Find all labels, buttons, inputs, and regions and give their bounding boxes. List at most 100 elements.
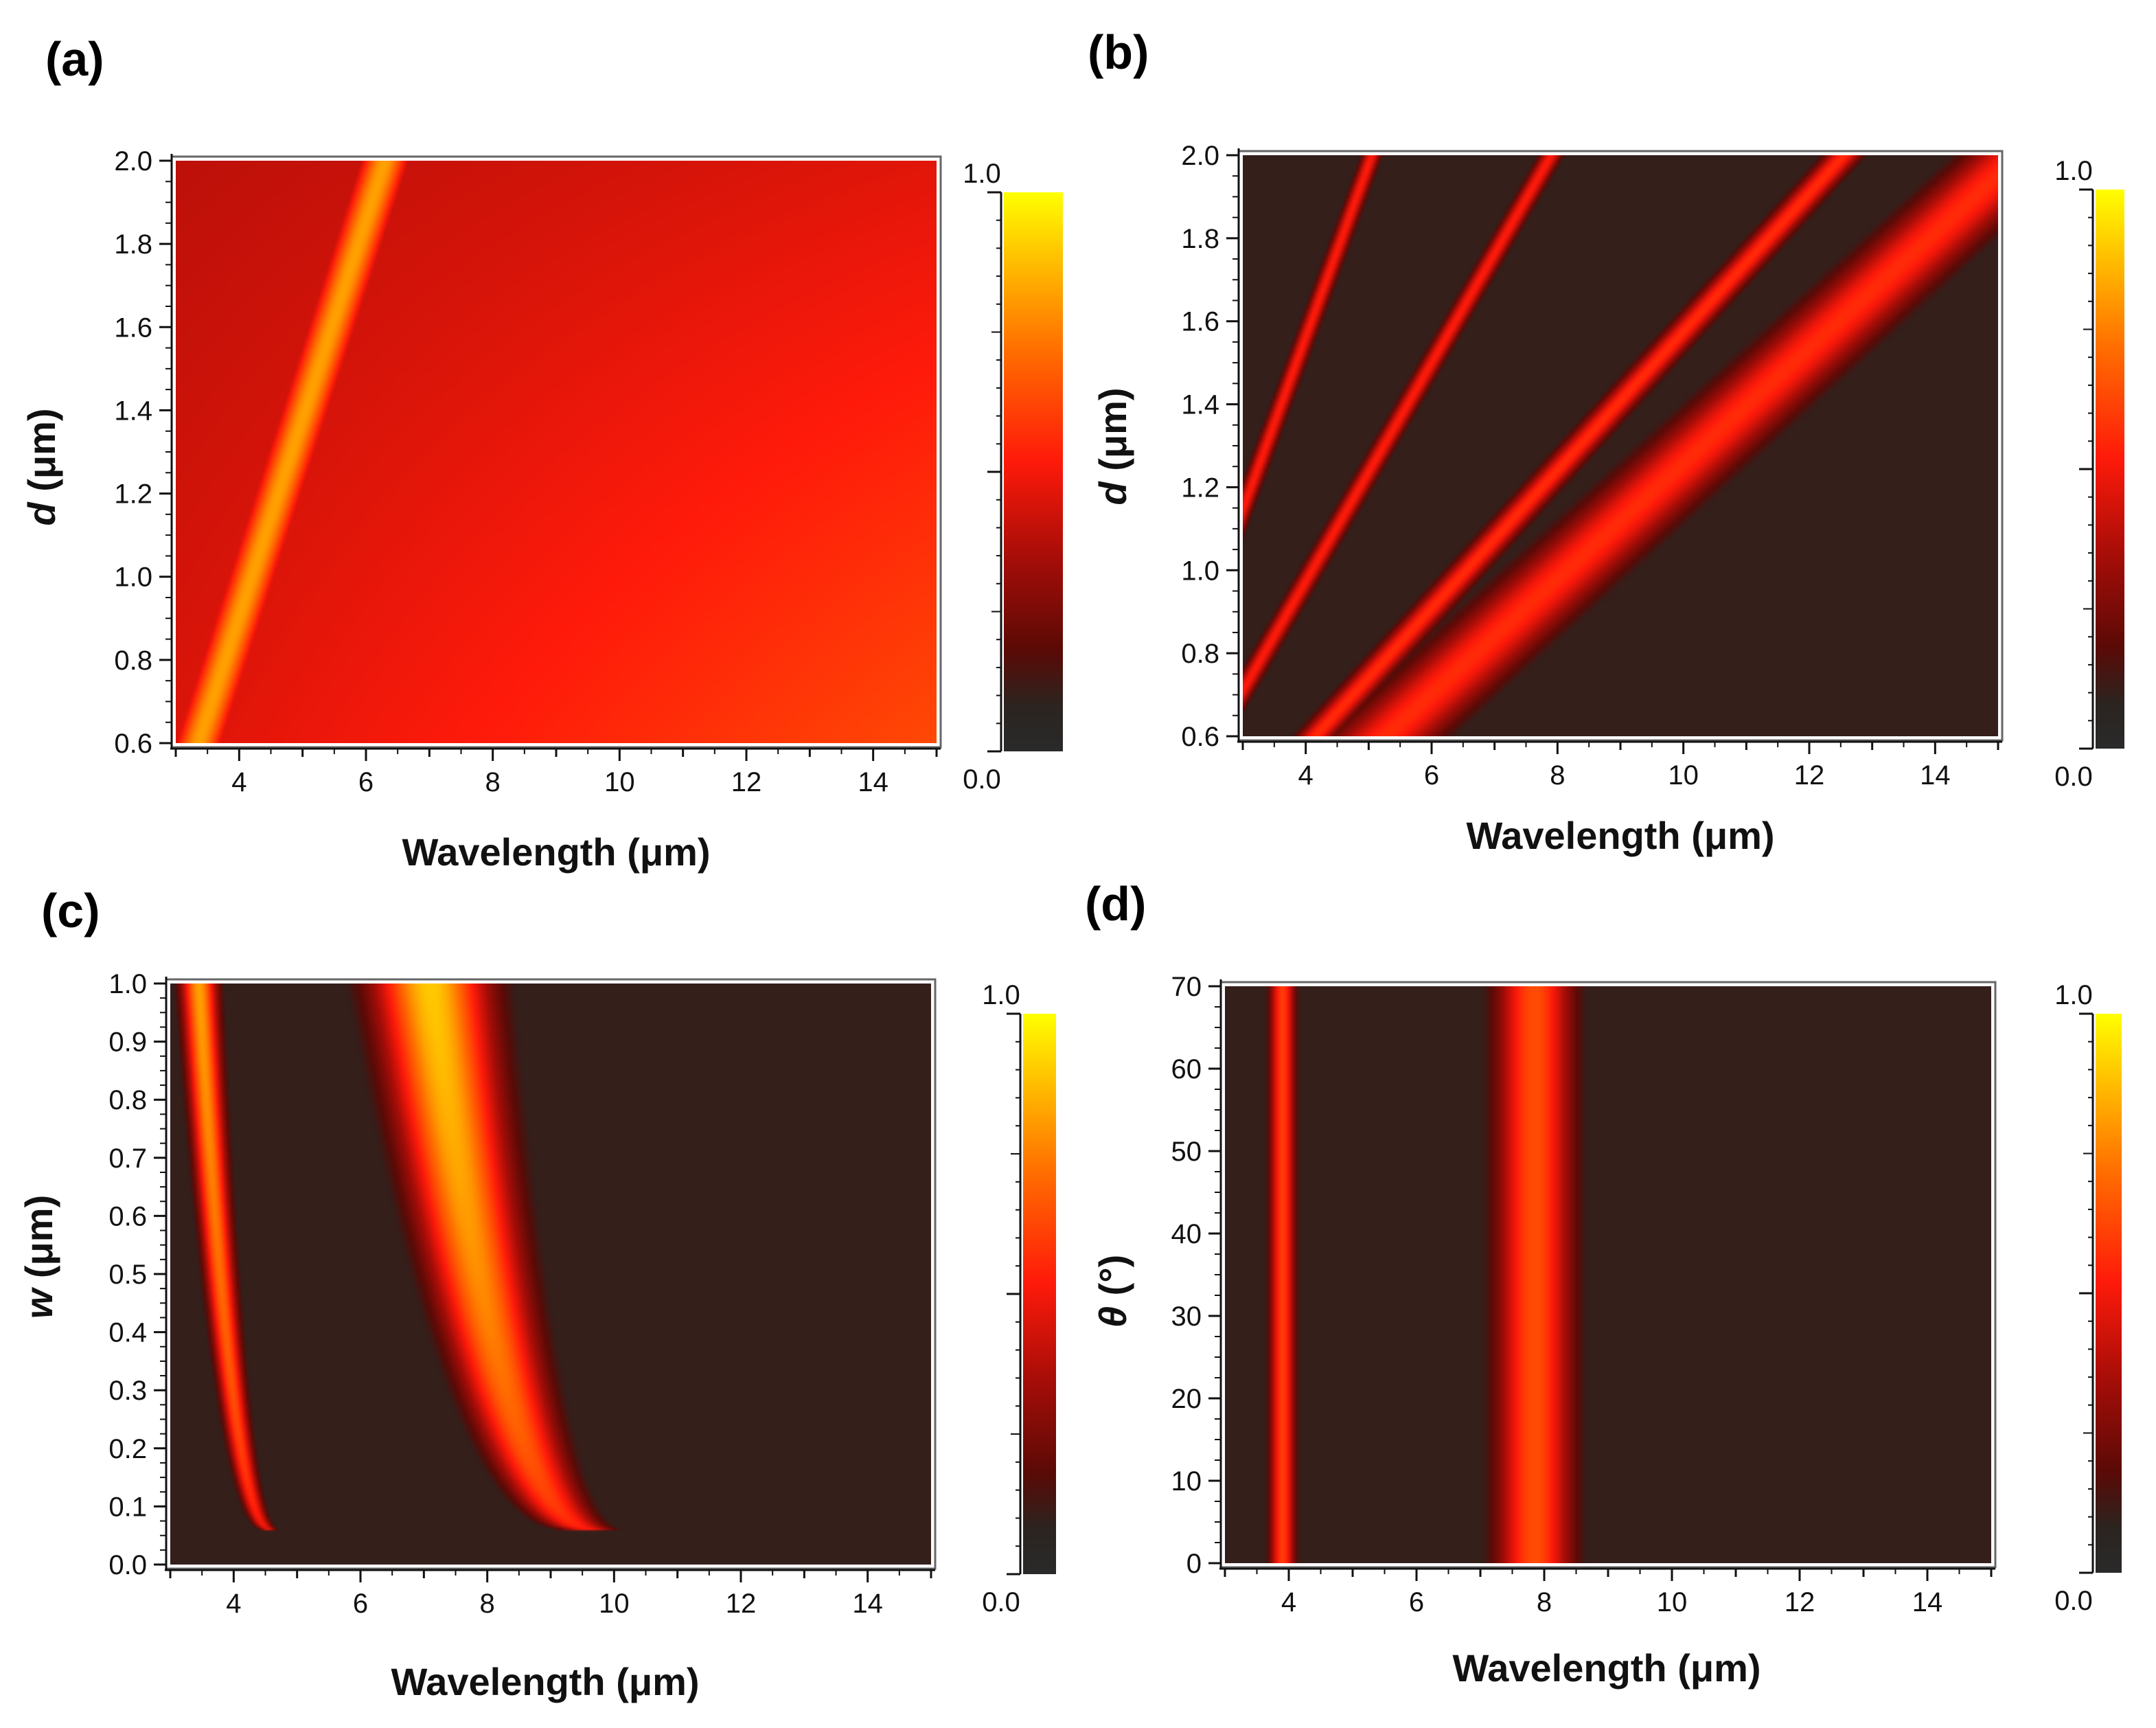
y-axis-symbol-d: θ [1091,1306,1134,1328]
y-tick-label: 20 [1171,1384,1202,1414]
x-tick-label: 10 [599,1589,630,1619]
y-axis-unit-d: (°) [1091,1255,1134,1306]
y-tick-label: 2.0 [1181,141,1219,171]
x-axis-title-d: Wavelength (μm) [1452,1646,1761,1690]
x-tick-label: 4 [226,1589,241,1619]
y-tick-label: 2.0 [114,146,152,177]
y-tick-label: 0.6 [114,729,152,759]
y-tick-label: 0.8 [114,646,152,676]
colorbar-max-label-a: 1.0 [963,159,1001,189]
colorbar-max-label-c: 1.0 [982,980,1020,1010]
y-tick-label: 0.5 [108,1260,147,1290]
y-axis-unit-a: (μm) [20,408,63,502]
x-tick-label: 8 [480,1589,495,1619]
y-tick-label: 0.0 [108,1550,147,1580]
y-tick-label: 1.0 [108,969,147,999]
panel-label-c: (c) [41,884,100,937]
y-tick-label: 0.4 [108,1318,147,1348]
y-tick-label: 1.2 [114,479,152,510]
colorbar-min-label-c: 0.0 [982,1587,1020,1617]
x-tick-label: 14 [1912,1587,1943,1617]
y-axis-unit-c: (μm) [17,1195,60,1289]
y-tick-label: 40 [1171,1219,1202,1249]
y-axis-title-b: d (μm) [1091,387,1134,505]
colorbar-c: 1.0 0.0 [982,980,1056,1617]
colorbar-d: 1.0 0.0 [2054,980,2122,1616]
panel-label-b: (b) [1088,25,1149,79]
x-tick-label: 14 [852,1589,883,1619]
x-tick-label: 12 [726,1589,757,1619]
y-tick-label: 30 [1171,1301,1202,1332]
x-axis-title-c: Wavelength (μm) [391,1660,699,1703]
x-tick-label: 10 [604,767,635,797]
y-tick-label: 0.2 [108,1434,147,1464]
x-tick-label: 8 [1537,1587,1552,1617]
y-axis-title-c: w (μm) [17,1195,60,1319]
colorbar-gradient-a [1004,192,1063,751]
y-tick-label: 1.2 [1181,473,1219,503]
y-tick-label: 1.6 [1181,307,1219,337]
y-tick-label: 0.3 [108,1376,147,1406]
x-tick-label: 10 [1668,760,1699,791]
colorbar-min-label-a: 0.0 [963,764,1001,795]
colorbar-min-label-b: 0.0 [2054,762,2093,792]
colorbar-gradient-d [2096,1014,2122,1573]
y-tick-label: 1.0 [114,562,152,593]
colorbar-max-label-b: 1.0 [2054,156,2093,186]
y-tick-label: 0.6 [108,1201,147,1231]
x-tick-label: 4 [231,767,246,797]
y-tick-label: 0.8 [108,1085,147,1115]
y-tick-label: 1.6 [114,312,152,343]
y-tick-label: 60 [1171,1054,1202,1084]
colorbar-gradient-c [1023,1014,1056,1574]
y-axis-symbol-b: d [1091,481,1134,505]
colorbar-a: 1.0 0.0 [963,159,1063,795]
y-tick-label: 0.1 [108,1492,147,1522]
x-tick-label: 8 [1550,760,1565,791]
y-axis-symbol-c: w [17,1286,60,1319]
y-tick-label: 1.8 [1181,224,1219,254]
y-tick-label: 1.4 [114,396,152,426]
heatmap-image-b [1243,155,1998,736]
panel-label-a: (a) [45,32,104,86]
x-tick-label: 6 [1424,760,1439,791]
panels-group: (a) 4 6 8 10 12 14 0.6 0.8 1.0 1.2 1.4 1.6 1.8 2.0 Wave… [17,25,2124,1703]
x-tick-label: 14 [858,767,888,797]
panel-label-d: (d) [1085,877,1146,931]
y-axis-unit-b: (μm) [1091,387,1134,481]
x-tick-label: 10 [1657,1587,1688,1617]
x-tick-label: 12 [731,767,762,797]
x-tick-label: 6 [1409,1587,1424,1617]
x-tick-label: 4 [1298,760,1314,791]
colorbar-gradient-b [2096,190,2124,749]
panel-b: (b) 4 6 8 10 12 14 0.6 0.8 1.0 1.2 1.4 1.6 1.8 2.0 Wave… [1088,25,2124,857]
panel-d: (d) 4 6 8 10 12 14 0 10 20 30 40 50 60 70 Wavelength (μ… [1085,877,2122,1690]
y-axis-symbol-a: d [20,501,63,526]
y-tick-label: 1.8 [114,229,152,260]
y-axis-title-a: d (μm) [20,408,63,525]
x-tick-label: 6 [358,767,374,797]
colorbar-max-label-d: 1.0 [2054,980,2093,1010]
x-tick-label: 6 [353,1589,368,1619]
x-tick-label: 12 [1785,1587,1815,1617]
heatmap-image-c [170,984,931,1565]
y-tick-label: 1.0 [1181,556,1219,586]
y-tick-label: 0.6 [1181,722,1219,752]
y-tick-label: 0.9 [108,1027,147,1058]
colorbar-min-label-d: 0.0 [2054,1586,2093,1616]
panel-a: (a) 4 6 8 10 12 14 0.6 0.8 1.0 1.2 1.4 1.6 1.8 2.0 Wave… [20,32,1063,874]
x-tick-label: 14 [1920,760,1951,791]
y-tick-label: 70 [1171,972,1202,1002]
heatmap-image-a [176,161,937,743]
colorbar-b: 1.0 0.0 [2054,156,2124,792]
heatmap-image-d [1225,986,1991,1563]
y-tick-label: 1.4 [1181,390,1219,420]
y-tick-label: 0 [1186,1549,1202,1579]
panel-c: (c) 4 6 8 10 12 14 0.0 0.1 0.2 0.3 0.4 0.5 0.6 0.7 0.8 0… [17,884,1056,1703]
x-axis-title-a: Wavelength (μm) [402,830,710,874]
y-tick-label: 50 [1171,1137,1202,1167]
x-tick-label: 4 [1281,1587,1296,1617]
y-tick-label: 0.7 [108,1144,147,1174]
y-axis-title-d: θ (°) [1091,1255,1134,1328]
